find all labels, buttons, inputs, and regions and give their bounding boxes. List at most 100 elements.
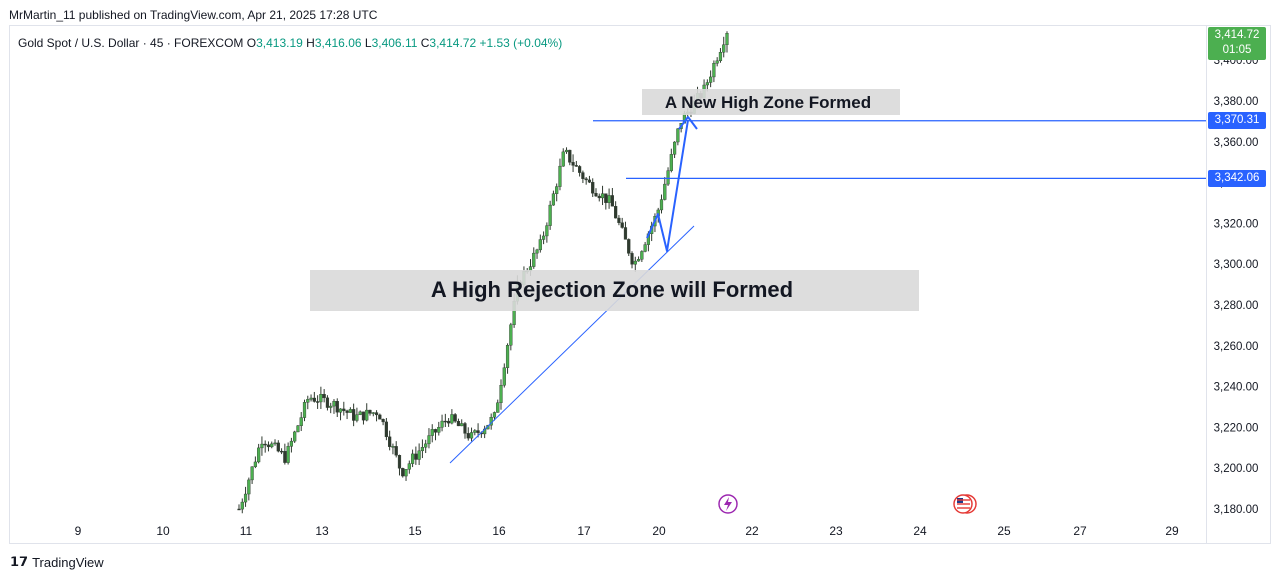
open-label: O [246,36,257,50]
price-tick-label: 3,200.00 [1214,463,1259,475]
candles [237,31,729,514]
candle-body [594,193,598,197]
candle-body [633,260,637,265]
tradingview-logo-icon: 𝟭𝟳 [10,554,29,569]
candle-body [725,33,729,45]
candle-body [509,324,513,346]
candle-body [309,397,313,400]
candle-body [289,440,294,447]
candle-body [460,423,464,427]
candle-body [355,414,359,421]
candle-body [253,461,257,468]
close-value: 3,414.72 [429,36,477,50]
candle-body [260,443,264,449]
candle-body [496,402,500,413]
candle-body [296,425,300,433]
candle-body [709,76,713,83]
candle-body [538,239,542,251]
price-tick-label: 3,240.00 [1214,382,1259,394]
rejection-zone-label: A High Rejection Zone will Formed [431,277,793,302]
candle-body [302,402,307,418]
candle-body [584,178,588,181]
candle-body [293,431,297,442]
candle-body [401,468,405,477]
candle-body [722,44,726,53]
candle-body [365,409,369,421]
time-tick-label: 25 [997,524,1011,538]
candle-body [430,429,434,436]
low-value: 3,406.11 [371,36,418,50]
time-tick-label: 9 [75,524,82,538]
candle-body [591,182,595,194]
candle-body [502,367,506,386]
candle-body [607,195,611,203]
candle-body [335,401,339,413]
price-level-tag: 3,370.31 [1208,112,1266,130]
time-tick-label: 10 [156,524,170,538]
time-tick-label: 16 [492,524,506,538]
candle-body [676,128,680,143]
candle-body [666,170,670,185]
candle-body [712,63,716,78]
time-tick-label: 13 [315,524,329,538]
open-value: 3,413.19 [256,36,303,50]
candle-body [348,409,352,413]
candle-body [352,409,356,421]
candle-body [250,466,254,481]
chart-frame[interactable] [9,25,1271,544]
candle-body [312,397,316,402]
symbol-legend[interactable]: Gold Spot / U.S. Dollar · 45 · FOREXCOM … [18,36,562,50]
candle-body [450,414,454,424]
candle-body [424,443,428,448]
drawings: A New High Zone Formed A High Rejection Z… [310,89,1207,464]
candle-body [568,149,572,163]
candle-body [672,141,677,155]
candle-body [414,453,418,460]
time-tick-label: 27 [1073,524,1087,538]
candle-body [453,414,457,422]
candle-body [705,82,709,86]
candle-body [600,193,605,199]
candle-body [532,252,536,267]
change-value: +1.53 (+0.04%) [479,36,563,50]
last-price-value: 3,414.72 [1214,29,1260,41]
time-tick-label: 17 [577,524,591,538]
candle-body [322,394,326,399]
new-high-zone-box [642,89,900,115]
candle-body [561,151,565,167]
candle-body [381,419,385,423]
candle-body [659,199,664,211]
candle-body [263,443,267,446]
candle-body [273,442,277,445]
candle-body [636,259,641,262]
footer[interactable]: 𝟭𝟳 TradingView [10,554,104,570]
candle-body [397,455,402,469]
candle-body [469,432,474,439]
candle-body [630,253,634,265]
candle-body [407,463,411,470]
candle-body [545,225,549,237]
candle-body [388,436,392,447]
candle-body [617,217,621,223]
candle-body [286,446,290,463]
candle-body [535,249,539,254]
candle-body [361,411,366,421]
time-tick-label: 23 [829,524,843,538]
candle-body [541,235,546,240]
candle-body [499,385,503,403]
candle-body [456,420,461,427]
candle-body [620,222,624,228]
candle-body [604,193,608,203]
candle-body [374,412,379,416]
candle-body [443,420,447,423]
close-label: C [420,36,430,50]
candle-body [371,412,375,414]
candle-body [384,421,388,438]
candle-body [564,149,569,153]
time-tick-label: 11 [240,524,253,538]
projection-arrow [646,119,689,252]
candle-body [345,410,349,413]
candle-body [433,429,438,433]
candle-body [476,430,480,433]
